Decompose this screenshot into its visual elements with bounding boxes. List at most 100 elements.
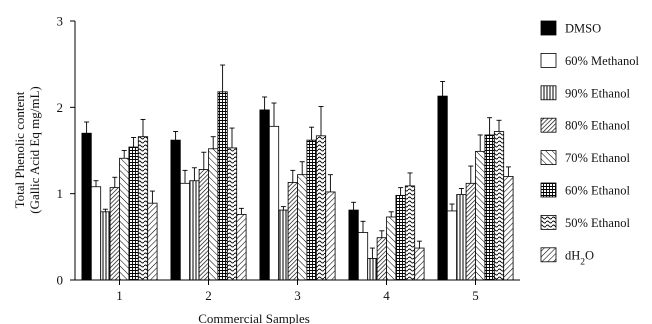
legend-item-4: 70% Ethanol — [540, 150, 630, 166]
bar-series-6-sample-5 — [493, 131, 505, 281]
axes: 0 1 2 3 1 2 3 4 5 — [57, 14, 520, 303]
bar-series-3-sample-1 — [109, 187, 120, 281]
legend-label-5: 60% Ethanol — [565, 184, 630, 198]
error-bar-series-2-sample-1 — [102, 208, 108, 212]
bar-series-2-sample-1 — [100, 211, 111, 281]
error-bar-series-7-sample-3 — [327, 174, 333, 192]
x-tick-label-2: 2 — [205, 288, 212, 303]
legend-swatch-5 — [540, 182, 557, 198]
error-bar-series-5-sample-2 — [220, 64, 226, 92]
bar-series-3-sample-3 — [287, 182, 298, 281]
error-bar-series-1-sample-4 — [360, 220, 366, 233]
error-bar-series-6-sample-3 — [318, 106, 324, 136]
error-bar-series-6-sample-1 — [140, 118, 146, 137]
error-bar-series-3-sample-2 — [201, 151, 207, 170]
legend-item-2: 90% Ethanol — [540, 85, 630, 100]
bar-series-7-sample-4 — [414, 247, 425, 281]
bar-series-0-sample-5 — [437, 95, 448, 281]
error-bar-series-1-sample-3 — [271, 102, 277, 127]
error-bar-series-4-sample-4 — [388, 211, 394, 217]
bar-series-5-sample-1 — [128, 146, 139, 281]
legend-item-5: 60% Ethanol — [540, 182, 630, 198]
error-bar-series-4-sample-2 — [210, 136, 216, 149]
bar-series-2-sample-5 — [456, 194, 467, 281]
y-axis-label-line-2: (Gallic Acid Eq mg/mL) — [27, 86, 42, 213]
legend-label-2: 90% Ethanol — [565, 86, 630, 100]
error-bar-series-3-sample-4 — [379, 230, 385, 238]
error-bar-series-0-sample-5 — [440, 80, 446, 97]
bar-series-2-sample-4 — [367, 258, 378, 281]
bar-series-6-sample-3 — [315, 135, 327, 281]
error-bar-series-2-sample-5 — [458, 188, 464, 195]
bar-series-0-sample-3 — [259, 109, 270, 281]
error-bar-series-1-sample-1 — [93, 180, 99, 187]
bar-series-6-sample-1 — [137, 136, 149, 281]
bar-series-7-sample-1 — [147, 202, 158, 281]
bar-series-4-sample-3 — [297, 174, 308, 281]
bar-series-6-sample-4 — [404, 185, 416, 281]
legend-swatch-0 — [540, 20, 557, 36]
legend-label-1: 60% Methanol — [565, 54, 639, 68]
x-tick-label-3: 3 — [294, 288, 301, 303]
error-bar-series-7-sample-4 — [416, 240, 422, 249]
bar-series-4-sample-1 — [119, 157, 130, 281]
bar-series-3-sample-5 — [465, 182, 476, 281]
error-bar-series-4-sample-3 — [299, 161, 305, 175]
legend-item-7: dH2O — [540, 247, 594, 267]
legend: DMSO 60% Methanol 90% Ethanol 80% Ethanol 70… — [540, 20, 639, 267]
error-bar-series-6-sample-2 — [229, 127, 235, 148]
error-bar-series-4-sample-1 — [121, 150, 127, 159]
bar-series-0-sample-2 — [170, 139, 181, 281]
legend-label-4: 70% Ethanol — [565, 151, 630, 165]
bar-series-1-sample-5 — [446, 210, 458, 281]
x-tick-label-1: 1 — [116, 288, 123, 303]
error-bar-series-2-sample-3 — [280, 206, 286, 211]
legend-swatch-4 — [540, 150, 557, 166]
error-bar-series-2-sample-2 — [191, 167, 197, 181]
error-bar-series-0-sample-1 — [84, 121, 90, 134]
bar-series-5-sample-4 — [395, 194, 406, 281]
bar-series-5-sample-5 — [484, 134, 495, 281]
error-bar-series-6-sample-5 — [496, 119, 502, 132]
y-tick-label-1: 1 — [57, 186, 64, 201]
plot-area — [81, 64, 514, 281]
legend-item-3: 80% Ethanol — [540, 117, 630, 133]
error-bar-series-7-sample-5 — [505, 166, 511, 177]
bar-series-7-sample-3 — [325, 191, 336, 281]
bar-series-7-sample-2 — [236, 213, 247, 281]
bar-series-1-sample-3 — [268, 125, 280, 281]
error-bar-series-0-sample-2 — [173, 131, 179, 141]
y-axis-label-line-1: Total Phenolic content — [12, 91, 27, 208]
error-bar-series-1-sample-5 — [449, 203, 455, 211]
legend-item-6: 50% Ethanol — [540, 214, 630, 230]
bar-series-5-sample-2 — [217, 91, 228, 281]
legend-swatch-7 — [540, 247, 557, 263]
error-bar-series-1-sample-2 — [182, 169, 188, 184]
bar-series-4-sample-4 — [386, 216, 397, 281]
error-bar-series-6-sample-4 — [407, 172, 413, 186]
y-tick-label-3: 3 — [57, 14, 64, 29]
bar-series-0-sample-1 — [81, 132, 92, 281]
y-tick-label-2: 2 — [57, 100, 64, 115]
bar-series-1-sample-2 — [179, 182, 191, 281]
error-bar-series-7-sample-1 — [149, 190, 155, 204]
error-bar-series-7-sample-2 — [238, 207, 244, 215]
bar-series-3-sample-2 — [198, 169, 209, 281]
x-tick-label-5: 5 — [472, 288, 479, 303]
error-bar-series-5-sample-4 — [398, 187, 404, 196]
legend-label-7: dH2O — [565, 248, 594, 267]
bar-series-2-sample-3 — [278, 209, 289, 281]
x-axis-label: Commercial Samples — [198, 311, 310, 324]
error-bar-series-5-sample-3 — [309, 126, 315, 141]
legend-item-0: DMSO — [540, 20, 601, 36]
bar-series-2-sample-2 — [189, 180, 200, 281]
error-bar-series-5-sample-1 — [131, 137, 137, 148]
error-bar-series-3-sample-1 — [112, 176, 118, 188]
error-bar-series-3-sample-5 — [468, 165, 474, 184]
y-tick-label-0: 0 — [57, 273, 64, 288]
x-tick-label-4: 4 — [383, 288, 390, 303]
bar-series-1-sample-1 — [90, 186, 102, 281]
legend-swatch-6 — [540, 214, 557, 230]
legend-label-6: 50% Ethanol — [565, 216, 630, 230]
